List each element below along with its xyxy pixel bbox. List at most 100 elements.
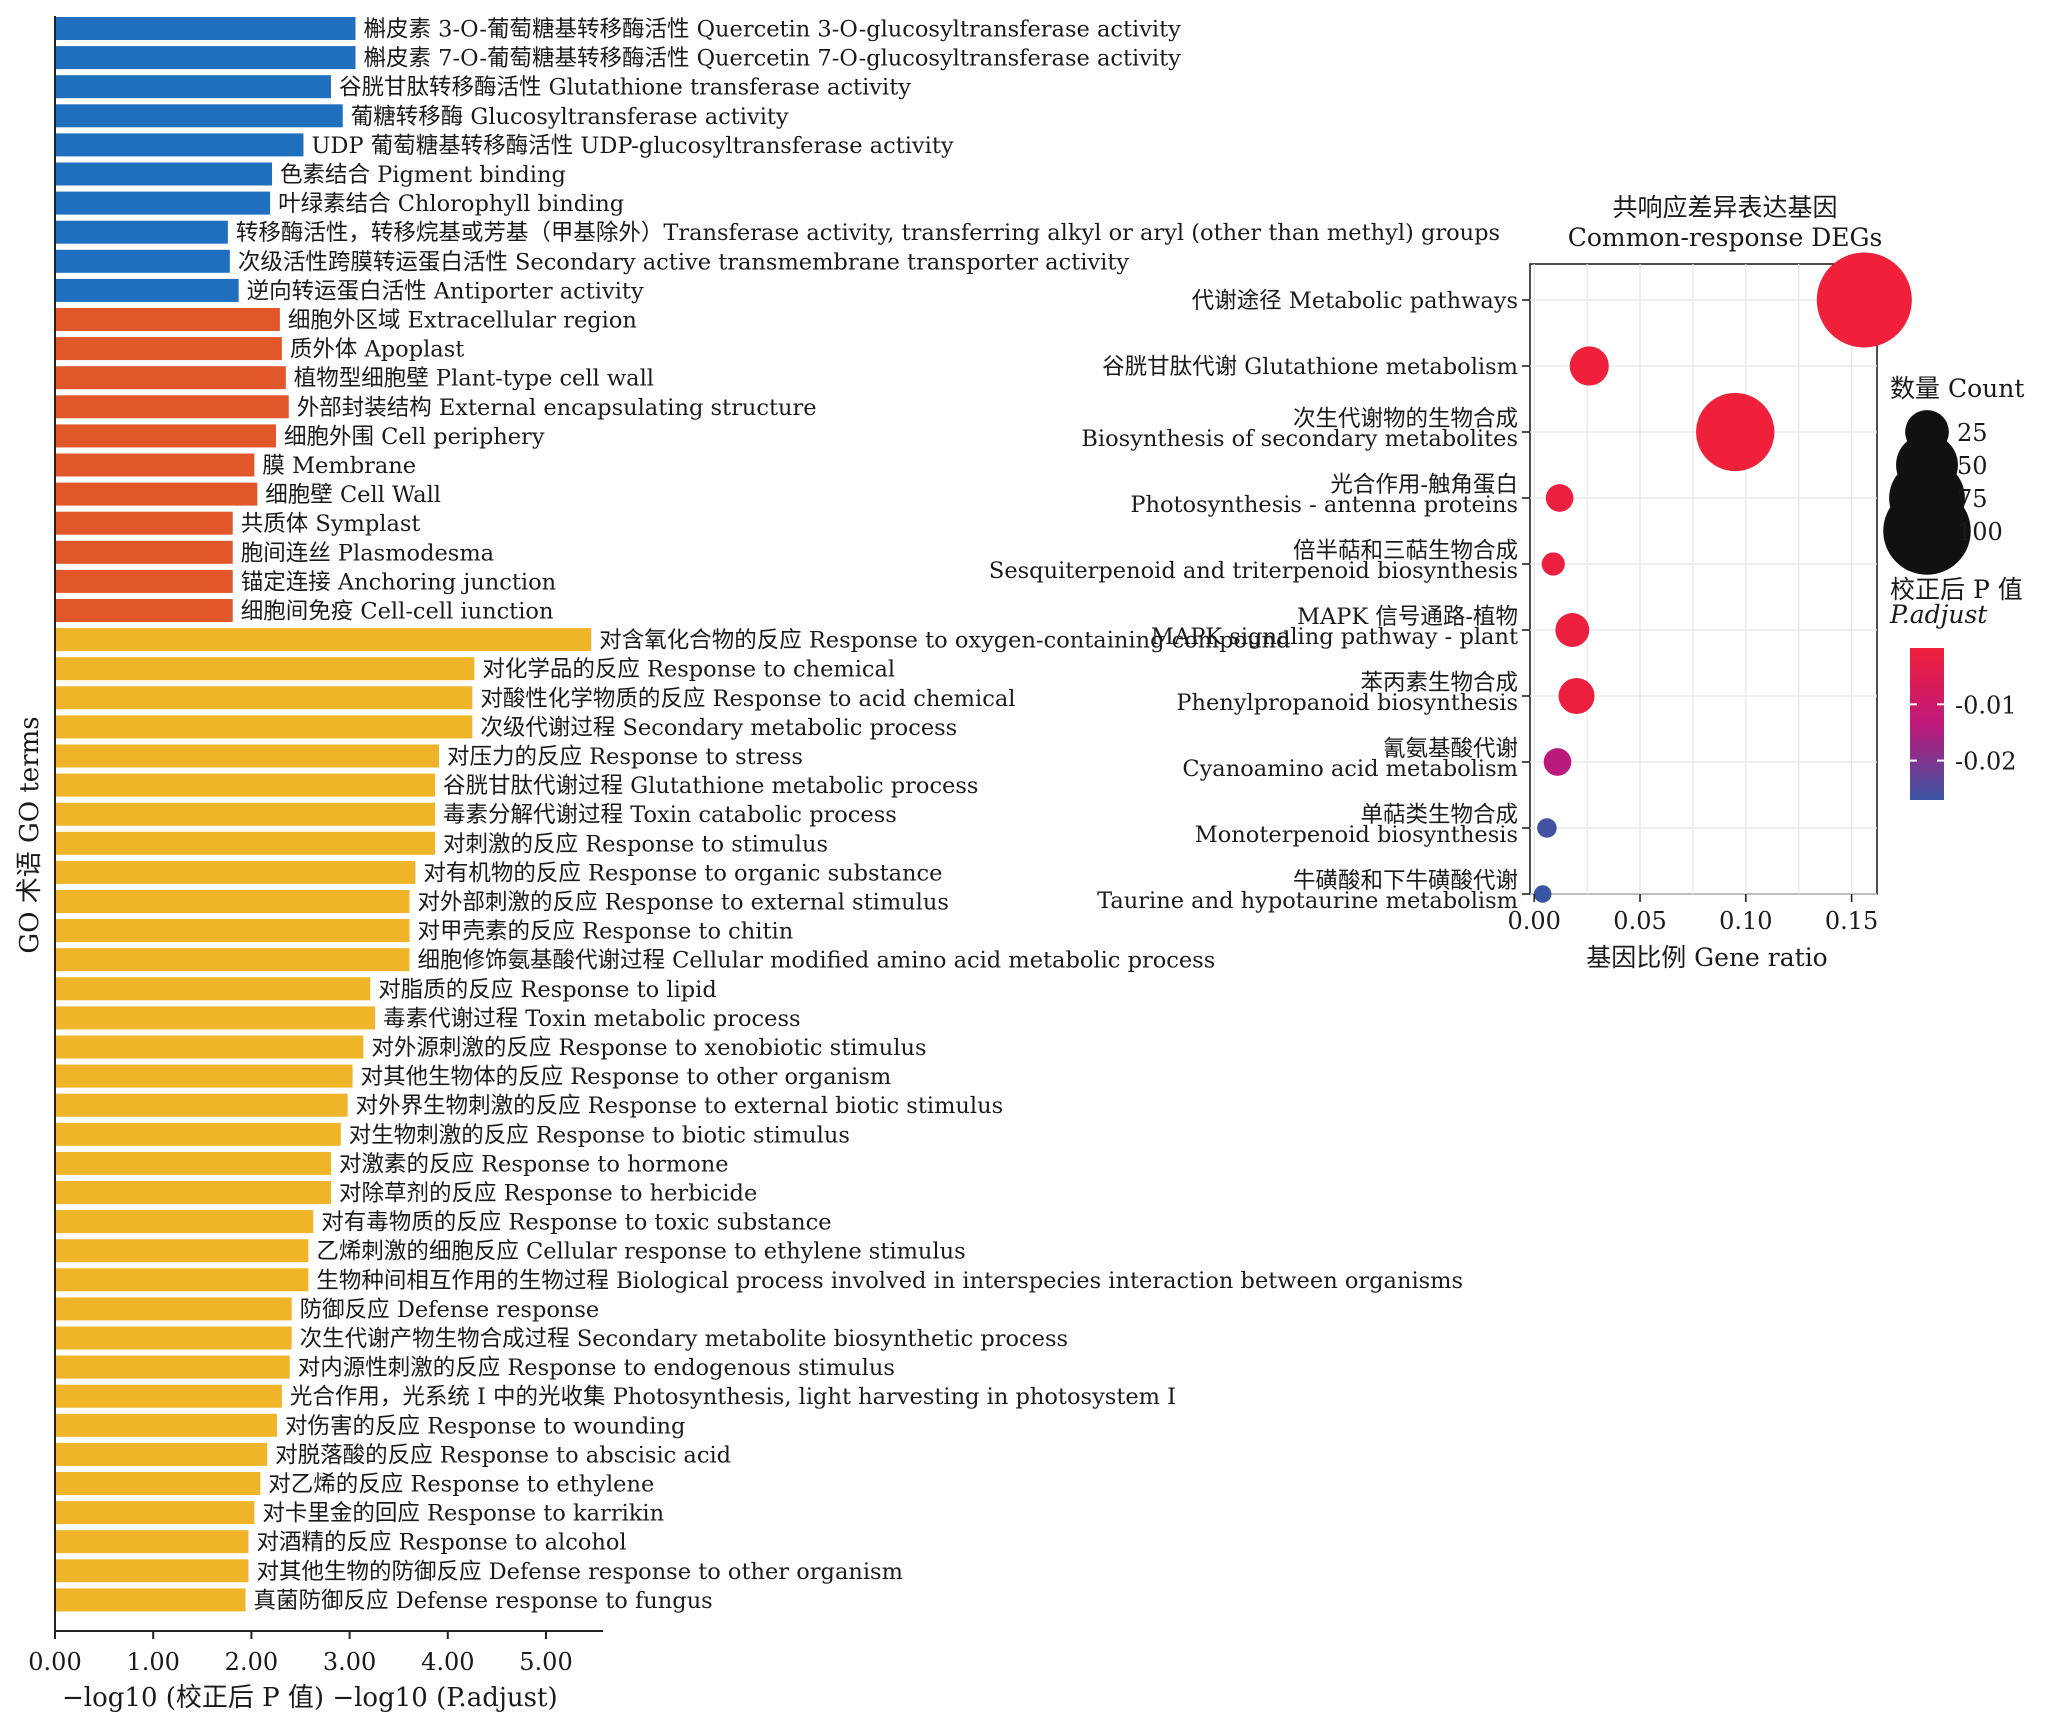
- dot-label-cn-4: 倍半萜和三萜生物合成: [1293, 538, 1518, 564]
- bar-label-40: 对除草剂的反应 Response to herbicide: [339, 1181, 757, 1207]
- bar-series: 槲皮素 3-O-葡萄糖基转移酶活性 Quercetin 3-O-glucosyl…: [56, 17, 1500, 1614]
- size-legend-title: 数量 Count: [1890, 374, 2024, 403]
- dot-label-en-2: Biosynthesis of secondary metabolites: [1081, 426, 1518, 452]
- bar-label-33: 对脂质的反应 Response to lipid: [378, 977, 717, 1003]
- dot-y-labels: 代谢途径 Metabolic pathways 谷胱甘肽代谢 Glutathion…: [989, 288, 1530, 914]
- bar-26: [56, 773, 436, 797]
- dot-label-en-4: Sesquiterpenoid and triterpenoid biosynt…: [989, 558, 1518, 584]
- bar-20: [56, 599, 233, 622]
- bar-label-13: 外部封装结构 External encapsulating structure: [297, 395, 817, 421]
- dot-label-en-5: MAPK signaling pathway - plant: [1151, 624, 1518, 650]
- bar-label-5: 色素结合 Pigment binding: [280, 162, 566, 188]
- dot-point-9: [1533, 885, 1552, 903]
- dot-label-cn-9: 牛磺酸和下牛磺酸代谢: [1293, 868, 1518, 894]
- bar-label-35: 对外源刺激的反应 Response to xenobiotic stimulus: [371, 1035, 926, 1061]
- bar-45: [56, 1326, 292, 1350]
- bar-21: [56, 628, 592, 652]
- bar-label-50: 对乙烯的反应 Response to ethylene: [268, 1472, 654, 1498]
- dot-series: [1533, 252, 1912, 903]
- dot-point-2: [1696, 392, 1775, 472]
- dot-label-en-9: Taurine and hypotaurine metabolism: [1097, 888, 1518, 914]
- dot-chart-title-en: Common-response DEGs: [1568, 223, 1883, 252]
- bar-label-24: 次级代谢过程 Secondary metabolic process: [480, 715, 957, 741]
- bar-label-19: 锚定连接 Anchoring junction: [241, 569, 556, 595]
- color-legend-gradient: [1910, 648, 1944, 800]
- bar-30: [56, 890, 410, 913]
- bar-label-20: 细胞间免疫 Cell-cell iunction: [241, 599, 554, 625]
- bar-37: [56, 1093, 348, 1117]
- bar-23: [56, 686, 473, 710]
- bar-0: [56, 17, 356, 40]
- dot-label-cn-3: 光合作用-触角蛋白: [1330, 472, 1518, 498]
- dot-label-en-3: Photosynthesis - antenna proteins: [1130, 492, 1518, 518]
- bar-x-axis-label: −log10 (校正后 P 值) −log10 (P.adjust): [62, 1683, 558, 1713]
- bar-27: [56, 802, 436, 826]
- bar-38: [56, 1122, 341, 1146]
- dot-point-0: [1816, 252, 1912, 348]
- bar-label-39: 对激素的反应 Response to hormone: [339, 1151, 729, 1177]
- dot-x-tick-label: 0.05: [1613, 907, 1666, 935]
- color-legend-ticks: -0.01 -0.02: [1910, 691, 2017, 776]
- bar-label-52: 对酒精的反应 Response to alcohol: [256, 1530, 626, 1556]
- bar-label-7: 转移酶活性，转移烷基或芳基（甲基除外）Transferase activity,…: [236, 220, 1500, 246]
- size-legend-dot: [1883, 487, 1971, 575]
- size-legend-label: 100: [1957, 518, 2003, 546]
- dot-point-6: [1558, 677, 1595, 715]
- dot-label-cn-8: 单萜类生物合成: [1360, 802, 1518, 828]
- bar-label-46: 对内源性刺激的反应 Response to endogenous stimulu…: [298, 1355, 895, 1381]
- bar-label-45: 次生代谢产物生物合成过程 Secondary metabolite biosyn…: [300, 1326, 1068, 1352]
- dot-x-tick-label: 0.15: [1825, 907, 1878, 935]
- color-legend-tick-label: -0.02: [1955, 748, 2017, 776]
- size-legend-label: 50: [1957, 452, 1988, 480]
- dot-label-0: 代谢途径 Metabolic pathways: [1192, 288, 1518, 314]
- bar-54: [56, 1588, 246, 1612]
- dot-label-cn-7: 氰氨基酸代谢: [1383, 736, 1518, 762]
- bar-40: [56, 1181, 331, 1204]
- bar-22: [56, 657, 475, 681]
- bar-label-6: 叶绿素结合 Chlorophyll binding: [278, 191, 624, 217]
- dot-point-1: [1569, 346, 1609, 386]
- bar-label-49: 对脱落酸的反应 Response to abscisic acid: [275, 1442, 731, 1468]
- bar-32: [56, 948, 410, 972]
- kegg-dot-chart: 共响应差异表达基因 Common-response DEGs 代谢途径 Meta…: [989, 193, 2024, 972]
- bar-label-41: 对有毒物质的反应 Response to toxic substance: [321, 1210, 831, 1236]
- bar-34: [56, 1006, 376, 1030]
- bar-label-22: 对化学品的反应 Response to chemical: [482, 657, 895, 683]
- bar-28: [56, 831, 436, 855]
- bar-39: [56, 1151, 331, 1175]
- bar-x-ticks: 0.00 1.00 2.00 3.00 4.00 5.00: [28, 1631, 573, 1676]
- bar-25: [56, 744, 439, 768]
- bar-label-8: 次级活性跨膜转运蛋白活性 Secondary active transmembr…: [238, 249, 1130, 275]
- dot-point-4: [1541, 552, 1565, 576]
- bar-29: [56, 860, 416, 884]
- bar-10: [56, 308, 280, 331]
- bar-44: [56, 1297, 292, 1321]
- bar-x-tick-label: 1.00: [126, 1648, 179, 1676]
- bar-label-26: 谷胱甘肽代谢过程 Glutathione metabolic process: [443, 773, 978, 799]
- bar-label-16: 细胞壁 Cell Wall: [265, 482, 441, 508]
- dot-label-en-7: Cyanoamino acid metabolism: [1182, 756, 1518, 782]
- bar-label-30: 对外部刺激的反应 Response to external stimulus: [418, 890, 949, 916]
- bar-label-9: 逆向转运蛋白活性 Antiporter activity: [247, 278, 644, 304]
- bar-label-43: 生物种间相互作用的生物过程 Biological process involve…: [316, 1268, 1463, 1294]
- bar-label-38: 对生物刺激的反应 Response to biotic stimulus: [349, 1122, 850, 1148]
- bar-y-axis-label: GO 术语 GO terms: [15, 716, 45, 953]
- bar-3: [56, 104, 343, 128]
- bar-1: [56, 46, 356, 70]
- dot-label-1: 谷胱甘肽代谢 Glutathione metabolism: [1102, 354, 1518, 380]
- bar-label-10: 细胞外区域 Extracellular region: [288, 308, 637, 334]
- bar-label-11: 质外体 Apoplast: [290, 337, 464, 363]
- bar-4: [56, 133, 304, 157]
- bar-52: [56, 1530, 249, 1554]
- dot-x-tick-label: 0.00: [1508, 907, 1561, 935]
- dot-chart-title-cn: 共响应差异表达基因: [1612, 193, 1837, 222]
- bar-label-23: 对酸性化学物质的反应 Response to acid chemical: [480, 686, 1015, 712]
- color-legend-tick-label: -0.01: [1955, 691, 2017, 719]
- bar-49: [56, 1442, 268, 1466]
- bar-47: [56, 1384, 282, 1408]
- dot-point-5: [1555, 613, 1590, 647]
- bar-16: [56, 482, 258, 506]
- bar-9: [56, 278, 239, 302]
- bar-label-34: 毒素代谢过程 Toxin metabolic process: [383, 1006, 800, 1032]
